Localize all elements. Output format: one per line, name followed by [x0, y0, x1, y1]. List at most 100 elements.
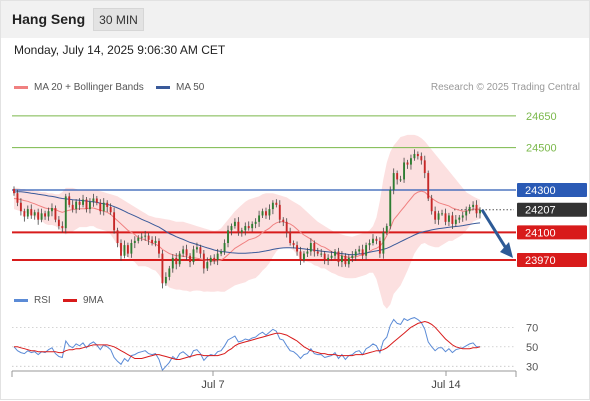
- rsi-tick-50: 50: [526, 342, 538, 354]
- candle-body: [444, 213, 447, 222]
- candle-body: [195, 247, 198, 250]
- candle-body: [358, 249, 361, 252]
- candle-body: [64, 196, 67, 229]
- timestamp: Monday, July 14, 2025 9:06:30 AM CET: [14, 43, 226, 57]
- legend-ma50: MA 50: [156, 82, 204, 93]
- forecast-arrow-shaft: [480, 208, 509, 251]
- candle-body: [420, 156, 423, 161]
- level-label-24207: 24207: [525, 205, 556, 217]
- candle-body: [137, 237, 140, 241]
- legend-9ma: 9MA: [63, 295, 104, 306]
- candle-body: [396, 173, 399, 180]
- candle-body: [399, 179, 402, 181]
- candle-body: [33, 212, 36, 216]
- level-label-24300: 24300: [525, 185, 556, 197]
- candle-body: [182, 249, 185, 254]
- rsi-tick-30: 30: [526, 361, 538, 373]
- rsi-swatch: [14, 299, 28, 302]
- candle-body: [254, 221, 257, 224]
- candle-body: [161, 253, 164, 284]
- header-bar: Hang Seng 30 MIN: [1, 1, 589, 38]
- candle-body: [230, 226, 233, 231]
- candle-body: [454, 219, 457, 224]
- candle-body: [265, 211, 267, 216]
- candle-body: [40, 213, 43, 220]
- candle-body: [178, 253, 181, 265]
- candle-body: [113, 212, 116, 231]
- candle-body: [227, 230, 229, 244]
- candle-body: [164, 276, 167, 284]
- candle-body: [479, 209, 481, 214]
- interval-badge[interactable]: 30 MIN: [93, 8, 144, 31]
- instrument-title: Hang Seng: [12, 11, 86, 27]
- candle-body: [389, 190, 392, 227]
- candle-body: [154, 240, 157, 244]
- candle-body: [99, 202, 102, 212]
- candle-body: [206, 262, 209, 269]
- candle-body: [13, 188, 15, 194]
- candle-body: [88, 201, 91, 210]
- candle-body: [61, 226, 64, 229]
- candle-body: [120, 243, 122, 256]
- candle-body: [158, 240, 160, 254]
- candle-body: [292, 243, 295, 246]
- rsi-label: RSI: [34, 295, 51, 306]
- candle-body: [451, 215, 454, 224]
- candle-body: [95, 198, 98, 203]
- candle-body: [330, 255, 333, 258]
- ma9-swatch: [63, 299, 77, 302]
- candle-body: [410, 158, 412, 165]
- candle-body: [102, 202, 105, 212]
- candle-body: [382, 232, 385, 254]
- forecast-arrowhead: [500, 241, 513, 258]
- candle-body: [78, 201, 81, 205]
- candle-body: [44, 213, 47, 217]
- candle-body: [323, 253, 326, 260]
- candle-body: [57, 219, 60, 227]
- candle-body: [299, 251, 302, 260]
- rsi-line: [13, 317, 480, 372]
- candle-body: [209, 257, 212, 263]
- ma50-label: MA 50: [176, 82, 205, 93]
- candle-body: [199, 247, 202, 254]
- candle-body: [465, 211, 468, 216]
- candle-body: [261, 211, 264, 216]
- candle-body: [368, 243, 371, 246]
- candle-body: [430, 198, 433, 212]
- rsi-9ma-line: [14, 320, 481, 360]
- candle-body: [47, 211, 50, 217]
- candle-body: [289, 232, 292, 244]
- candle-body: [309, 243, 312, 252]
- candle-body: [92, 198, 95, 202]
- level-label-24100: 24100: [525, 227, 556, 239]
- candle-body: [351, 255, 354, 258]
- candle-body: [306, 251, 309, 254]
- level-tag-24300: [517, 183, 587, 198]
- candle-body: [275, 202, 278, 205]
- candle-body: [303, 253, 305, 260]
- legend-rsi: RSI: [14, 295, 51, 306]
- level-label-24500: 24500: [526, 143, 557, 155]
- candle-body: [26, 209, 29, 217]
- legend-ma20: MA 20 + Bollinger Bands: [14, 82, 144, 93]
- ma50-swatch: [156, 86, 170, 89]
- candle-body: [447, 215, 450, 222]
- candle-body: [240, 230, 243, 233]
- candle-body: [247, 226, 250, 229]
- candle-body: [19, 202, 22, 212]
- candle-body: [327, 257, 330, 260]
- candle-body: [68, 196, 71, 205]
- candle-body: [126, 245, 129, 254]
- rsi-panel: 70 50 30: [12, 317, 538, 373]
- candle-body: [378, 240, 381, 254]
- candle-body: [385, 226, 388, 233]
- candle-body: [347, 257, 350, 265]
- candle-body: [437, 213, 440, 220]
- candle-body: [82, 199, 84, 205]
- candle-body: [271, 202, 274, 210]
- candle-body: [71, 204, 74, 210]
- candle-body: [23, 211, 26, 217]
- ma20-line: [13, 190, 480, 262]
- candle-body: [175, 257, 178, 265]
- candle-body: [458, 217, 461, 220]
